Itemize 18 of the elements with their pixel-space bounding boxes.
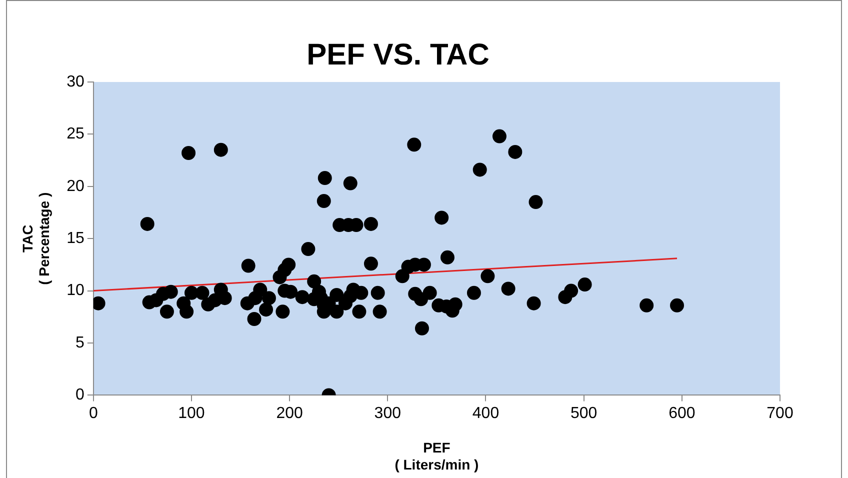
y-tick-label: 5: [75, 334, 84, 352]
y-tick-label: 10: [66, 282, 84, 300]
x-tick-label: 600: [668, 405, 696, 422]
y-tick-label: 25: [66, 126, 84, 143]
y-tick-label: 30: [66, 73, 84, 90]
x-axis-title: PEF ( Liters/min ): [394, 440, 479, 472]
chart-title: PEF VS. TAC: [306, 38, 490, 72]
x-tick-label: 500: [570, 405, 598, 422]
y-tick-label: 15: [66, 230, 84, 248]
x-tick-label: 100: [178, 405, 205, 422]
y-tick-label: 20: [66, 178, 84, 195]
x-tick-label: 300: [374, 405, 402, 422]
x-tick-label: 200: [276, 405, 304, 422]
x-tick-label: 400: [472, 405, 500, 422]
y-axis-title: TAC ( Percentage ): [19, 192, 52, 285]
x-tick-label: 700: [766, 405, 794, 422]
y-tick-label: 0: [75, 386, 84, 404]
x-tick-label: 0: [88, 405, 98, 422]
